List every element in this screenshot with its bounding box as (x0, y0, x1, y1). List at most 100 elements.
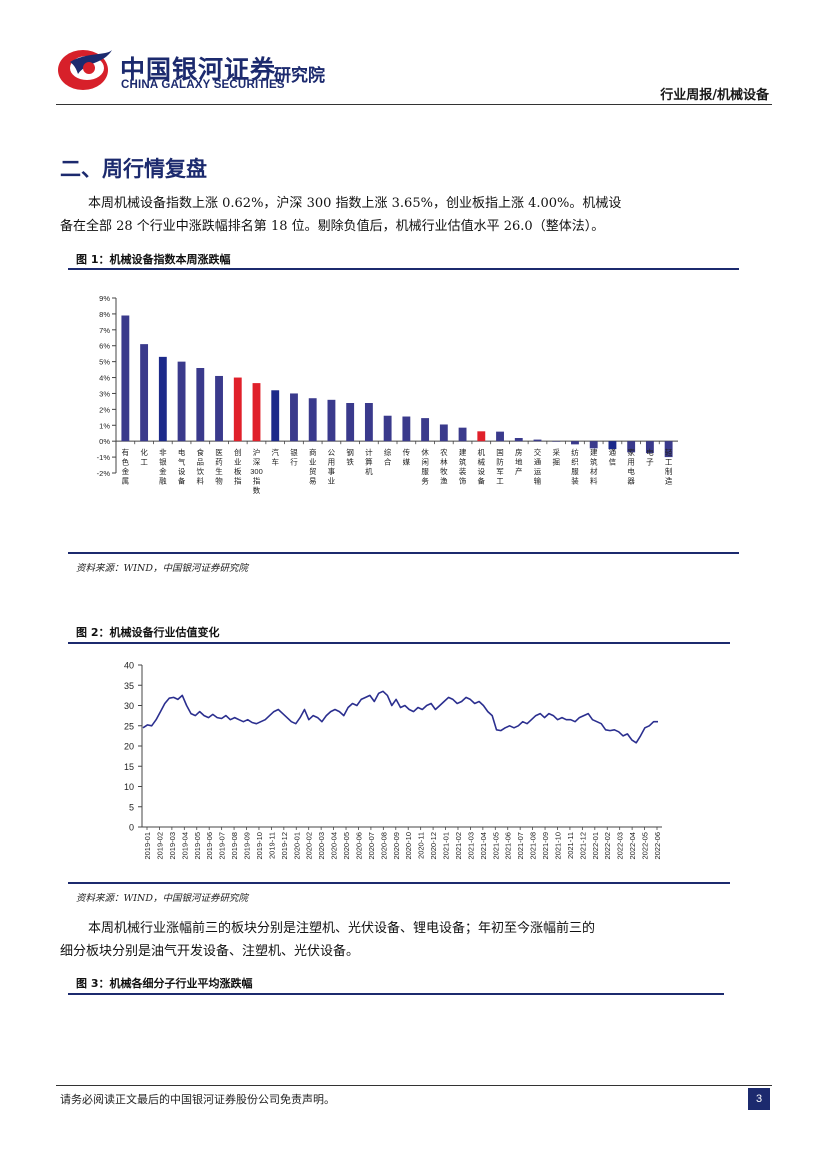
x-tick-label: 2020-11 (417, 832, 426, 859)
bar (196, 368, 205, 442)
x-tick-label: 材 (590, 466, 598, 476)
x-tick-label: 数 (253, 485, 261, 495)
bar (421, 418, 430, 442)
x-tick-label: 用 (328, 458, 336, 467)
y-tick-label: 35 (124, 681, 134, 691)
x-tick-label: 生 (215, 466, 223, 476)
x-tick-label: 建 (459, 447, 467, 457)
x-tick-label: 械 (478, 457, 486, 467)
x-tick-label: 合 (384, 457, 392, 467)
x-tick-label: 2022-04 (628, 832, 637, 860)
x-tick-label: 钢 (346, 447, 354, 457)
x-tick-label: 电 (178, 447, 186, 457)
x-tick-label: 轻 (665, 447, 673, 457)
x-tick-label: 休 (421, 447, 429, 457)
company-name-cn: 中国银河证券 (120, 55, 277, 84)
x-tick-label: 防 (496, 457, 504, 467)
x-tick-label: 筑 (590, 457, 598, 467)
paragraph-line: 细分板块分别是油气开发设备、注塑机、光伏设备。 (60, 944, 360, 959)
x-tick-label: 银 (290, 448, 298, 457)
y-tick-label: 5% (99, 358, 110, 367)
x-tick-label: 传 (403, 447, 411, 457)
x-tick-label: 造 (665, 476, 673, 486)
x-tick-label: 电 (627, 466, 635, 476)
bar (233, 377, 242, 442)
x-tick-label: 2019-07 (218, 832, 227, 860)
x-tick-label: 2020-10 (404, 832, 413, 860)
x-tick-label: 计 (365, 447, 373, 457)
x-tick-label: 指 (253, 476, 261, 486)
figure-rule (68, 268, 739, 270)
x-tick-label: 料 (197, 476, 205, 486)
x-tick-label: 商 (309, 447, 317, 457)
x-tick-label: 2020-03 (317, 832, 326, 860)
figure-rule (68, 552, 739, 554)
x-tick-label: 综 (384, 447, 392, 457)
x-tick-label: 2019-11 (267, 832, 276, 859)
x-tick-label: 2021-05 (491, 832, 500, 860)
bar (252, 383, 261, 442)
header-rule (56, 104, 772, 105)
x-tick-label: 2020-06 (354, 832, 363, 860)
figure-source: 资料来源：WIND，中国银河证券研究院 (76, 893, 248, 904)
x-tick-label: 2022-02 (603, 832, 612, 860)
bar (645, 441, 654, 454)
x-tick-label: 银 (159, 458, 167, 467)
x-tick-label: 2019-01 (143, 832, 152, 860)
x-tick-label: 通 (609, 447, 617, 457)
x-tick-label: 2020-01 (292, 832, 301, 860)
footer-rule (56, 1085, 772, 1086)
x-tick-label: 医 (215, 448, 223, 457)
bar (571, 441, 579, 445)
x-tick-label: 2020-05 (342, 832, 351, 860)
x-tick-label: 2021-07 (516, 832, 525, 860)
bar (271, 390, 280, 442)
x-tick-label: 沪 (253, 447, 261, 457)
bar (290, 393, 298, 442)
bar (383, 415, 392, 442)
bar (627, 441, 636, 453)
x-tick-label: 品 (197, 458, 205, 467)
x-tick-label: 设 (478, 466, 486, 476)
x-tick-label: 2021-01 (442, 832, 451, 860)
y-tick-label: 30 (124, 701, 134, 711)
x-tick-label: 2022-01 (591, 832, 600, 860)
bar (458, 427, 467, 442)
x-tick-label: 料 (590, 476, 598, 486)
x-tick-label: 备 (178, 476, 186, 486)
x-tick-label: 板 (234, 466, 242, 476)
x-tick-label: 铁 (346, 457, 354, 467)
bar (496, 431, 504, 442)
x-tick-label: 国 (496, 448, 504, 457)
logo (56, 44, 114, 94)
section-title: 二、周行情复盘 (60, 157, 207, 181)
x-tick-label: 2019-04 (180, 832, 189, 860)
bar (346, 403, 355, 442)
bar (402, 416, 411, 442)
x-tick-label: 药 (215, 457, 223, 467)
x-tick-label: 电 (646, 447, 654, 457)
x-tick-label: 运 (534, 467, 542, 476)
x-tick-label: 输 (534, 476, 542, 486)
x-tick-label: 工 (496, 477, 504, 486)
x-tick-label: 子 (646, 458, 654, 467)
x-tick-label: 2021-09 (541, 832, 550, 860)
y-tick-label: 20 (124, 742, 134, 752)
page-number: 3 (748, 1088, 770, 1110)
x-tick-label: 2021-11 (566, 832, 575, 859)
x-tick-label: 机 (478, 447, 486, 457)
x-tick-label: 织 (571, 457, 579, 467)
x-tick-label: 房 (515, 447, 523, 457)
y-tick-label: 0 (129, 823, 134, 833)
bar (514, 438, 523, 442)
institute-name: 研究院 (274, 66, 325, 86)
x-tick-label: 2020-09 (392, 832, 401, 860)
x-tick-label: 2020-04 (330, 832, 339, 860)
bar (308, 398, 317, 442)
y-tick-label: 40 (124, 661, 134, 671)
y-tick-label: 10 (124, 782, 134, 792)
x-tick-label: 2019-02 (155, 832, 164, 860)
x-tick-label: 工 (140, 458, 148, 467)
x-tick-label: 2019-06 (205, 832, 214, 860)
